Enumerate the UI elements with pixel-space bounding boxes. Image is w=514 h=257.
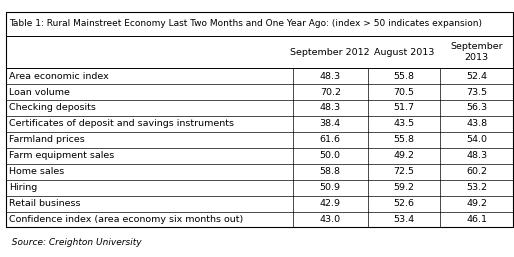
Text: 72.5: 72.5	[394, 167, 414, 176]
Text: 49.2: 49.2	[394, 151, 414, 160]
Text: 58.8: 58.8	[320, 167, 341, 176]
Text: 42.9: 42.9	[320, 199, 341, 208]
Text: September
2013: September 2013	[450, 42, 503, 62]
Text: 48.3: 48.3	[466, 151, 487, 160]
Text: 43.5: 43.5	[393, 119, 415, 128]
Text: 60.2: 60.2	[466, 167, 487, 176]
Text: 54.0: 54.0	[466, 135, 487, 144]
Text: 53.4: 53.4	[393, 215, 415, 224]
Bar	[6, 12, 513, 227]
Text: 50.0: 50.0	[320, 151, 341, 160]
Text: 59.2: 59.2	[394, 183, 414, 192]
Text: 55.8: 55.8	[394, 135, 414, 144]
Text: 50.9: 50.9	[320, 183, 341, 192]
Text: Area economic index: Area economic index	[9, 71, 109, 81]
Text: 53.2: 53.2	[466, 183, 487, 192]
Text: Retail business: Retail business	[9, 199, 81, 208]
Text: 46.1: 46.1	[466, 215, 487, 224]
Text: 49.2: 49.2	[466, 199, 487, 208]
Text: 48.3: 48.3	[320, 103, 341, 113]
Text: September 2012: September 2012	[290, 48, 370, 57]
Text: 70.2: 70.2	[320, 87, 341, 97]
Text: Table 1: Rural Mainstreet Economy Last Two Months and One Year Ago: (index > 50 : Table 1: Rural Mainstreet Economy Last T…	[9, 19, 482, 28]
Text: 52.4: 52.4	[466, 71, 487, 81]
Text: 43.0: 43.0	[320, 215, 341, 224]
Text: 48.3: 48.3	[320, 71, 341, 81]
Text: 43.8: 43.8	[466, 119, 487, 128]
Text: Certificates of deposit and savings instruments: Certificates of deposit and savings inst…	[9, 119, 234, 128]
Text: 56.3: 56.3	[466, 103, 487, 113]
Text: 55.8: 55.8	[394, 71, 414, 81]
Text: 73.5: 73.5	[466, 87, 487, 97]
Text: Loan volume: Loan volume	[9, 87, 70, 97]
Text: August 2013: August 2013	[374, 48, 434, 57]
Text: 70.5: 70.5	[394, 87, 414, 97]
Text: Farmland prices: Farmland prices	[9, 135, 85, 144]
Text: 61.6: 61.6	[320, 135, 341, 144]
Text: Checking deposits: Checking deposits	[9, 103, 96, 113]
Text: Farm equipment sales: Farm equipment sales	[9, 151, 115, 160]
Text: 52.6: 52.6	[394, 199, 414, 208]
Text: Confidence index (area economy six months out): Confidence index (area economy six month…	[9, 215, 244, 224]
Text: 38.4: 38.4	[320, 119, 341, 128]
Text: Hiring: Hiring	[9, 183, 38, 192]
Text: 51.7: 51.7	[394, 103, 414, 113]
Text: Home sales: Home sales	[9, 167, 64, 176]
Text: Source: Creighton University: Source: Creighton University	[6, 238, 142, 247]
